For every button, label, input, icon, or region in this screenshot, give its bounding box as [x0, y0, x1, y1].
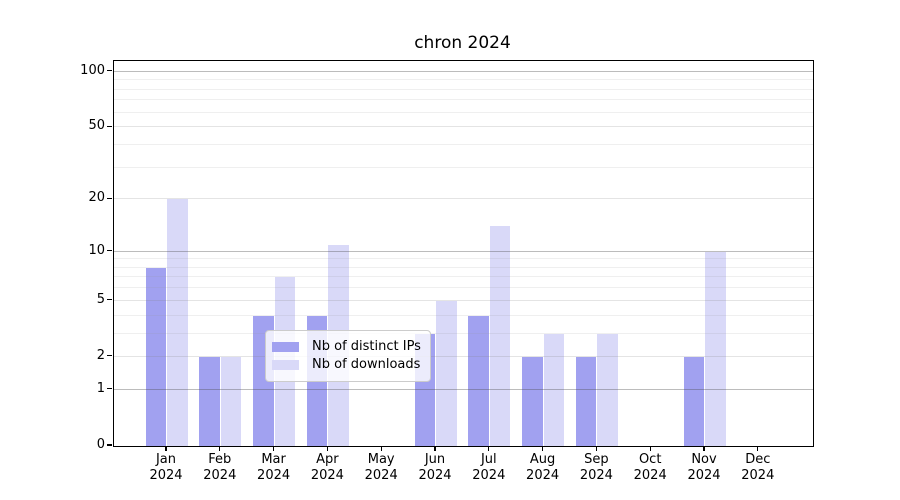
x-tick-label-jan: Jan 2024 — [149, 452, 183, 483]
x-tick-mark-dec — [757, 446, 759, 451]
x-tick-mark-jun — [434, 446, 436, 451]
x-tick-mark-sep — [595, 446, 597, 451]
y-tick-mark-2 — [107, 355, 112, 357]
x-tick-mark-jul — [488, 446, 490, 451]
gridline-y-90 — [114, 79, 813, 81]
y-tick-label-1: 1 — [96, 380, 105, 396]
legend-row: Nb of downloads — [272, 356, 422, 373]
legend-label: Nb of distinct IPs — [312, 339, 421, 354]
legend-swatch-icon — [272, 359, 299, 370]
bar-sep-downloads — [597, 333, 618, 446]
gridline-y-4 — [114, 314, 813, 316]
x-tick-label-oct: Oct 2024 — [633, 452, 667, 483]
bar-jul-downloads — [489, 226, 511, 446]
bar-jan-distinct-ips — [145, 267, 166, 446]
bar-sep-distinct-ips — [575, 356, 597, 446]
gridline-y-7 — [114, 276, 813, 278]
bar-nov-downloads — [705, 251, 726, 446]
y-tick-mark-5 — [107, 299, 112, 301]
bar-feb-downloads — [220, 356, 242, 446]
y-tick-label-20: 20 — [88, 190, 105, 206]
x-tick-label-nov: Nov 2024 — [687, 452, 721, 483]
x-tick-mark-mar — [273, 446, 275, 451]
gridline-y-60 — [114, 111, 813, 113]
x-tick-mark-nov — [703, 446, 705, 451]
gridline-y-5 — [114, 299, 813, 301]
x-tick-mark-apr — [326, 446, 328, 451]
gridline-y-30 — [114, 166, 813, 168]
x-tick-label-feb: Feb 2024 — [203, 452, 237, 483]
gridline-y-2 — [114, 355, 813, 357]
y-tick-label-0: 0 — [96, 437, 105, 452]
gridline-y-3 — [114, 332, 813, 334]
x-tick-label-jun: Jun 2024 — [418, 452, 452, 483]
x-tick-label-dec: Dec 2024 — [741, 452, 775, 483]
gridline-y-1 — [114, 388, 813, 390]
y-tick-label-10: 10 — [88, 242, 105, 258]
y-tick-label-100: 100 — [80, 62, 105, 78]
y-tick-mark-50 — [107, 125, 112, 127]
gridline-y-80 — [114, 88, 813, 90]
y-tick-mark-1 — [107, 388, 112, 390]
gridline-y-100 — [114, 70, 813, 72]
plot-area — [113, 60, 814, 447]
y-tick-label-2: 2 — [96, 347, 105, 363]
x-tick-label-sep: Sep 2024 — [579, 452, 613, 483]
x-tick-mark-aug — [542, 446, 544, 451]
legend-label: Nb of downloads — [312, 357, 421, 372]
legend-swatch-icon — [272, 341, 299, 352]
x-tick-mark-may — [380, 446, 382, 451]
y-tick-label-50: 50 — [88, 118, 105, 134]
gridline-y-40 — [114, 143, 813, 145]
x-tick-label-jul: Jul 2024 — [472, 452, 506, 483]
x-tick-label-may: May 2024 — [364, 452, 398, 483]
x-tick-label-apr: Apr 2024 — [310, 452, 344, 483]
gridline-y-10 — [114, 250, 813, 252]
x-tick-label-mar: Mar 2024 — [257, 452, 291, 483]
y-tick-mark-10 — [107, 249, 112, 252]
x-tick-mark-feb — [219, 446, 221, 451]
bar-jul-distinct-ips — [468, 315, 489, 446]
gridline-y-8 — [114, 266, 813, 268]
bar-aug-downloads — [543, 333, 565, 446]
x-tick-mark-oct — [649, 446, 651, 451]
legend-row: Nb of distinct IPs — [272, 338, 422, 355]
y-tick-mark-20 — [107, 197, 112, 199]
x-tick-label-aug: Aug 2024 — [526, 452, 560, 483]
x-tick-mark-jan — [165, 446, 167, 451]
bar-nov-distinct-ips — [683, 356, 704, 446]
gridline-y-9 — [114, 258, 813, 260]
bar-feb-distinct-ips — [199, 356, 220, 446]
gridline-y-6 — [114, 287, 813, 289]
bar-jan-downloads — [167, 199, 188, 446]
y-tick-mark-100 — [107, 70, 112, 72]
chart-title: chron 2024 — [414, 33, 511, 53]
gridline-y-70 — [114, 99, 813, 101]
bar-jun-downloads — [436, 300, 457, 446]
gridline-y-20 — [114, 198, 813, 200]
y-tick-mark-0 — [107, 444, 112, 446]
legend: Nb of distinct IPs Nb of downloads — [265, 330, 431, 382]
y-tick-label-5: 5 — [96, 291, 105, 307]
gridline-y-50 — [114, 126, 813, 128]
bar-aug-distinct-ips — [522, 356, 543, 446]
